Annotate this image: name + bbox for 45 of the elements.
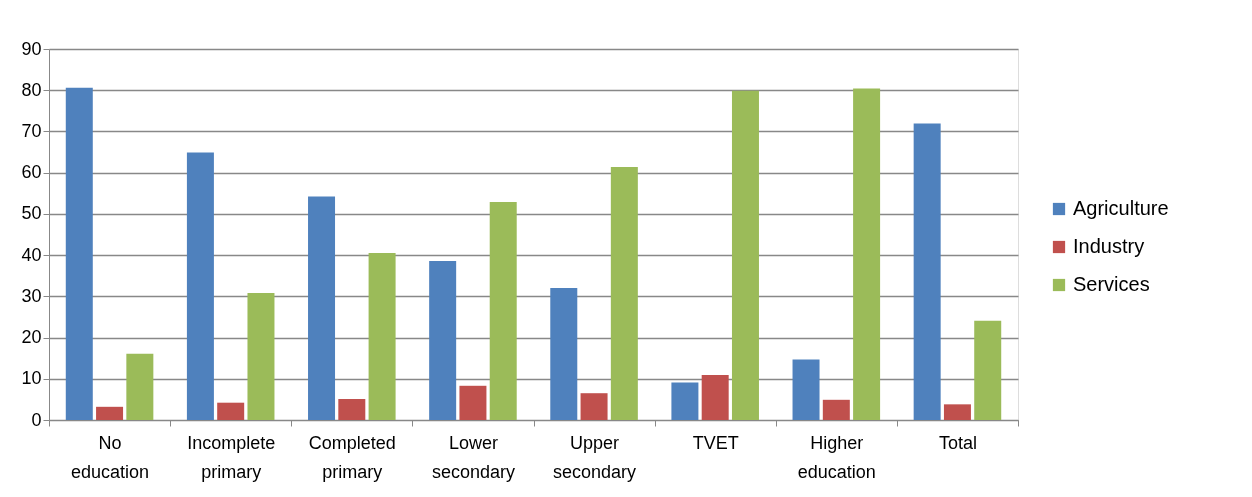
bar (126, 353, 154, 420)
bar (489, 201, 517, 420)
legend-label: Agriculture (1073, 197, 1169, 219)
y-tick-label: 0 (31, 409, 42, 430)
x-tick-label: Upper secondary (553, 432, 637, 482)
y-tick-label: 90 (21, 38, 42, 59)
x-tick-label: No education (71, 432, 150, 482)
bar (822, 399, 850, 420)
bar (913, 123, 941, 420)
y-tick-label: 20 (21, 327, 42, 348)
bar (459, 385, 487, 420)
x-tick-label: TVET (692, 432, 739, 453)
bar (610, 166, 638, 420)
bar (308, 196, 336, 420)
y-tick-label: 50 (21, 203, 42, 224)
bar (429, 260, 457, 420)
y-tick-label: 10 (21, 368, 42, 389)
y-tick-label: 80 (21, 79, 42, 100)
legend-label: Services (1073, 273, 1150, 295)
bar (701, 375, 729, 420)
x-tick-label: Lower secondary (431, 432, 515, 482)
x-tick-label: Higher education (797, 432, 876, 482)
bar (368, 253, 396, 420)
y-tick-label: 60 (21, 162, 42, 183)
bar (217, 402, 245, 420)
bar (186, 152, 214, 420)
bar (247, 293, 275, 420)
bar (671, 382, 699, 420)
y-tick-label: 40 (21, 244, 42, 265)
x-tick-label: Completed primary (308, 432, 396, 482)
bar (974, 320, 1002, 420)
bar (580, 393, 608, 420)
x-tick-label: Incomplete primary (187, 432, 276, 482)
bar (731, 90, 759, 420)
bar (550, 288, 578, 420)
bar (943, 404, 971, 420)
bar (338, 398, 366, 420)
bar (792, 359, 820, 420)
bar (96, 406, 124, 420)
legend-label: Industry (1073, 235, 1145, 257)
bar (65, 87, 93, 420)
y-tick-label: 30 (21, 285, 42, 306)
x-tick-label: Total (938, 432, 977, 453)
bar (853, 88, 881, 420)
y-tick-label: 70 (21, 120, 42, 141)
